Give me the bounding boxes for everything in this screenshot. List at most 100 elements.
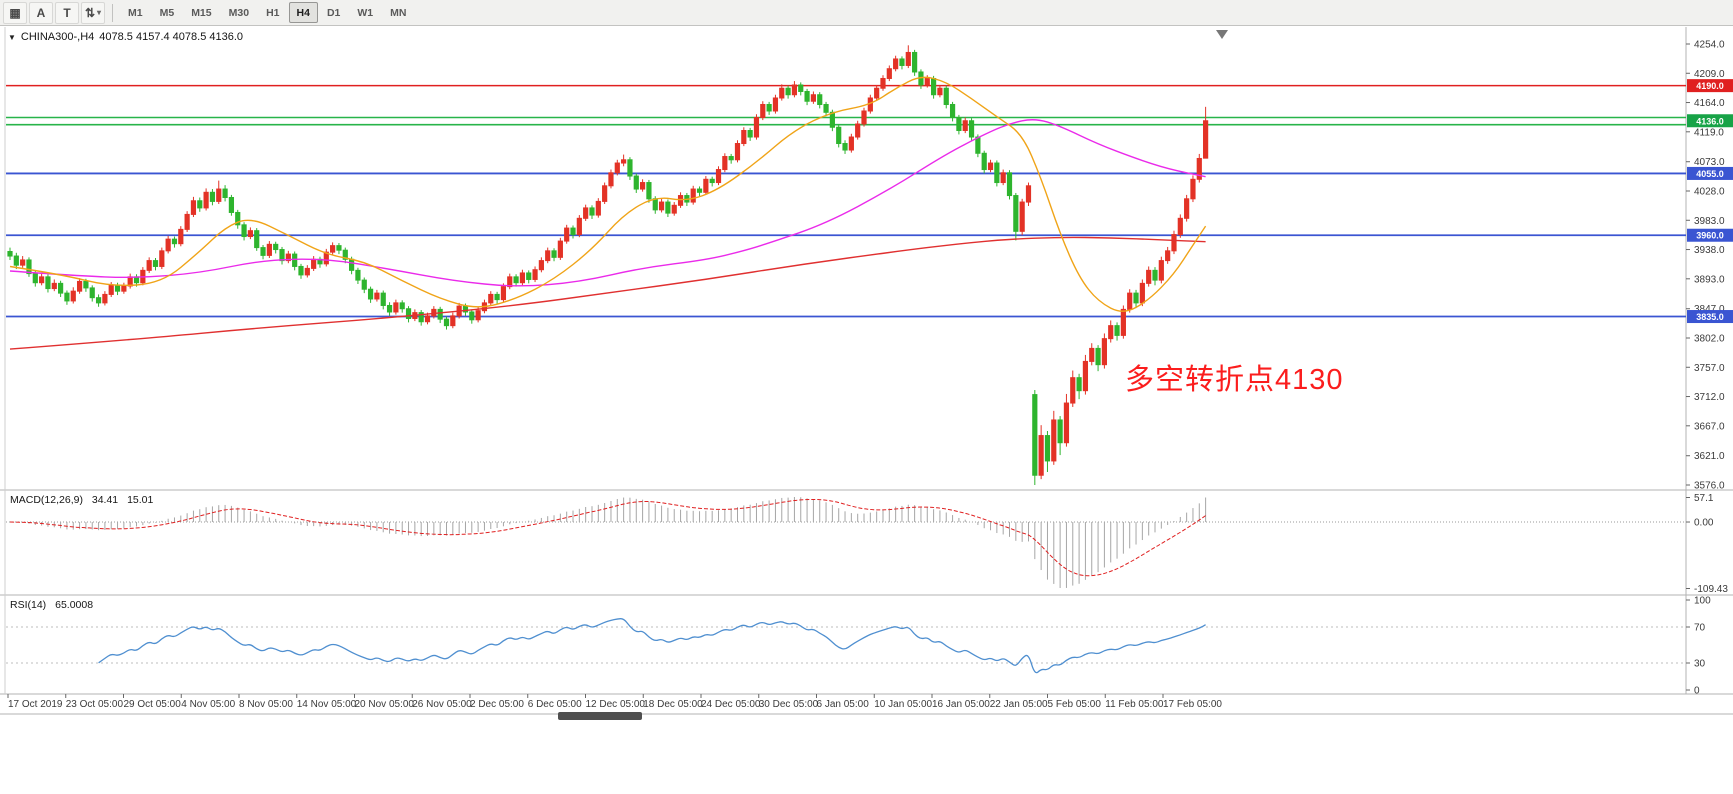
svg-text:17 Feb 05:00: 17 Feb 05:00 bbox=[1163, 699, 1222, 710]
ma-fast-orange bbox=[9, 76, 1207, 312]
timeframe-button-w1[interactable]: W1 bbox=[357, 6, 374, 19]
svg-text:4190.0: 4190.0 bbox=[1696, 81, 1724, 91]
chevron-down-icon: ▾ bbox=[97, 8, 102, 17]
svg-text:0.00: 0.00 bbox=[1694, 518, 1714, 529]
rsi-label: RSI(14) 65.0008 bbox=[10, 599, 93, 611]
rsi-panel[interactable]: 100 70 30 0 bbox=[6, 596, 1711, 697]
time-axis[interactable]: 17 Oct 2019 23 Oct 05:00 29 Oct 05:00 4 Nov… bbox=[7, 694, 1222, 710]
rsi-name: RSI(14) bbox=[10, 599, 47, 611]
timeframe-button-mn[interactable]: MN bbox=[390, 6, 407, 19]
price-badge bbox=[1687, 228, 1733, 242]
price-badge bbox=[1687, 114, 1733, 128]
svg-text:16 Jan 05:00: 16 Jan 05:00 bbox=[932, 699, 990, 710]
svg-text:8 Nov 05:00: 8 Nov 05:00 bbox=[239, 699, 293, 710]
chart-title[interactable]: ▼ CHINA300-,H4 4078.5 4157.4 4078.5 4136… bbox=[8, 31, 243, 43]
timeframe-button-m30[interactable]: M30 bbox=[228, 6, 250, 19]
svg-text:70: 70 bbox=[1694, 623, 1706, 634]
svg-text:17 Oct 2019: 17 Oct 2019 bbox=[8, 699, 63, 710]
price-badge bbox=[1687, 310, 1733, 324]
svg-text:5 Feb 05:00: 5 Feb 05:00 bbox=[1048, 699, 1102, 710]
price-axis[interactable]: 4254.0 4209.0 4164.0 4119.0 4073.0 4028.0 3983… bbox=[1686, 40, 1725, 492]
timeframe-button-m1[interactable]: M1 bbox=[128, 6, 143, 19]
text-tool-icon: T bbox=[63, 5, 71, 20]
svg-text:3576.0: 3576.0 bbox=[1694, 481, 1725, 492]
horizontal-lines[interactable] bbox=[6, 84, 1686, 318]
svg-text:3667.0: 3667.0 bbox=[1694, 421, 1725, 432]
macd-name: MACD(12,26,9) bbox=[10, 494, 83, 506]
svg-text:4073.0: 4073.0 bbox=[1694, 157, 1725, 168]
svg-text:20 Nov 05:00: 20 Nov 05:00 bbox=[355, 699, 415, 710]
timeframe-button-h1[interactable]: H1 bbox=[266, 6, 280, 19]
symbol-dropdown-icon[interactable]: ▼ bbox=[8, 32, 16, 42]
chart-title-ohlc: 4078.5 4157.4 4078.5 4136.0 bbox=[99, 31, 244, 43]
svg-text:4 Nov 05:00: 4 Nov 05:00 bbox=[181, 699, 235, 710]
svg-text:4254.0: 4254.0 bbox=[1694, 40, 1725, 51]
svg-text:29 Oct 05:00: 29 Oct 05:00 bbox=[124, 699, 182, 710]
svg-text:3847.0: 3847.0 bbox=[1694, 304, 1725, 315]
svg-text:26 Nov 05:00: 26 Nov 05:00 bbox=[412, 699, 472, 710]
svg-text:4055.0: 4055.0 bbox=[1696, 169, 1724, 179]
svg-text:24 Dec 05:00: 24 Dec 05:00 bbox=[701, 699, 761, 710]
svg-text:6 Dec 05:00: 6 Dec 05:00 bbox=[528, 699, 582, 710]
ma-mid-magenta bbox=[9, 119, 1206, 287]
letter-a-icon: A bbox=[36, 5, 46, 20]
svg-text:10 Jan 05:00: 10 Jan 05:00 bbox=[874, 699, 932, 710]
svg-text:3893.0: 3893.0 bbox=[1694, 274, 1725, 285]
charts-grid-button[interactable]: ▦ bbox=[3, 1, 27, 24]
macd-panel[interactable]: 57.1 0.00 -109.43 bbox=[6, 493, 1728, 595]
bottom-handle[interactable] bbox=[558, 712, 642, 720]
svg-text:2 Dec 05:00: 2 Dec 05:00 bbox=[470, 699, 524, 710]
svg-text:3835.0: 3835.0 bbox=[1696, 312, 1724, 322]
ma-slow-red bbox=[9, 236, 1206, 350]
svg-text:3938.0: 3938.0 bbox=[1694, 245, 1725, 256]
arrows-icon: ⇅ bbox=[84, 5, 96, 20]
crosshair-a-button[interactable]: A bbox=[29, 1, 53, 24]
templates-button[interactable]: ⇅ ▾ bbox=[81, 1, 105, 24]
text-tool-button[interactable]: T bbox=[55, 1, 79, 24]
timeframe-button-d1[interactable]: D1 bbox=[326, 6, 341, 19]
svg-text:11 Feb 05:00: 11 Feb 05:00 bbox=[1105, 699, 1164, 710]
moving-averages bbox=[9, 76, 1207, 350]
svg-text:30: 30 bbox=[1694, 659, 1706, 670]
svg-text:4136.0: 4136.0 bbox=[1696, 116, 1724, 126]
timeframe-button-h4[interactable]: H4 bbox=[288, 2, 318, 23]
svg-text:4119.0: 4119.0 bbox=[1694, 127, 1724, 138]
price-badges: 4190.0 4136.0 4055.0 3960.0 3835.0 bbox=[1687, 79, 1733, 324]
top-toolbar: ▦ A T ⇅ ▾ M1 M5 M15 M30 H1 H4 D1 W1 MN bbox=[0, 0, 1733, 26]
svg-text:23 Oct 05:00: 23 Oct 05:00 bbox=[66, 699, 124, 710]
svg-text:3983.0: 3983.0 bbox=[1694, 216, 1725, 227]
svg-text:6 Jan 05:00: 6 Jan 05:00 bbox=[817, 699, 870, 710]
svg-text:57.1: 57.1 bbox=[1694, 493, 1714, 504]
svg-text:4028.0: 4028.0 bbox=[1694, 187, 1725, 198]
price-badge bbox=[1687, 79, 1733, 93]
svg-text:3712.0: 3712.0 bbox=[1694, 392, 1725, 403]
svg-text:4209.0: 4209.0 bbox=[1694, 69, 1725, 80]
macd-label: MACD(12,26,9) 34.41 15.01 bbox=[10, 494, 153, 506]
svg-text:18 Dec 05:00: 18 Dec 05:00 bbox=[643, 699, 703, 710]
grid-icon: ▦ bbox=[9, 5, 21, 20]
svg-text:22 Jan 05:00: 22 Jan 05:00 bbox=[990, 699, 1048, 710]
svg-text:3960.0: 3960.0 bbox=[1696, 231, 1724, 241]
svg-text:3621.0: 3621.0 bbox=[1694, 451, 1725, 462]
timeframe-button-m5[interactable]: M5 bbox=[159, 6, 175, 19]
panel-frame bbox=[0, 27, 1733, 715]
svg-text:14 Nov 05:00: 14 Nov 05:00 bbox=[297, 699, 357, 710]
macd-main-value: 34.41 bbox=[91, 494, 119, 506]
rsi-value: 65.0008 bbox=[55, 599, 94, 611]
svg-text:3757.0: 3757.0 bbox=[1694, 363, 1725, 374]
chart-title-symbol: CHINA300-,H4 bbox=[20, 31, 95, 43]
svg-text:12 Dec 05:00: 12 Dec 05:00 bbox=[586, 699, 646, 710]
svg-text:30 Dec 05:00: 30 Dec 05:00 bbox=[759, 699, 819, 710]
candles-layer bbox=[7, 45, 1209, 485]
price-badge bbox=[1687, 166, 1733, 180]
timeframe-button-m15[interactable]: M15 bbox=[191, 6, 212, 19]
svg-text:-109.43: -109.43 bbox=[1694, 584, 1728, 595]
toolbar-separator bbox=[112, 3, 113, 22]
macd-signal-value: 15.01 bbox=[127, 494, 154, 506]
chart-annotation-text[interactable]: 多空转折点4130 bbox=[1125, 364, 1344, 396]
svg-text:4164.0: 4164.0 bbox=[1694, 98, 1725, 109]
svg-text:0: 0 bbox=[1694, 686, 1700, 697]
timeframe-group: M1 M5 M15 M30 H1 H4 D1 W1 MN bbox=[120, 2, 414, 23]
